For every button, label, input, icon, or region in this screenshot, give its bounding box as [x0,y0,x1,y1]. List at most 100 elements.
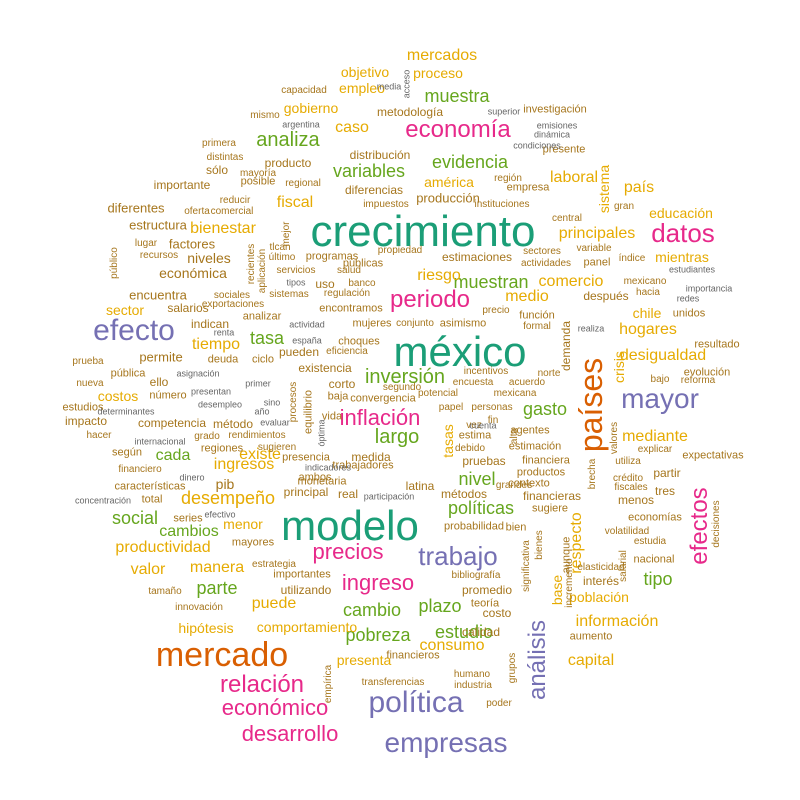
cloud-word: financiera [522,454,570,467]
cloud-word: servicios [276,265,316,276]
cloud-word: distintas [206,152,244,163]
cloud-word: exportaciones [201,299,265,310]
cloud-word: significativa [521,540,532,592]
cloud-word: parte [196,578,238,598]
cloud-word: riesgo [417,267,461,284]
cloud-word: sistema [596,164,612,214]
cloud-word: teoría [470,597,500,610]
cloud-word: medida [351,450,391,464]
cloud-word: bien [505,521,527,534]
cloud-word: mientras [655,249,709,265]
cloud-word: oferta [184,206,210,217]
cloud-word: estimación [508,440,562,453]
cloud-word: laboral [549,169,599,186]
cloud-word: existencia [298,361,352,375]
cloud-word: características [114,480,186,493]
cloud-word: política [368,686,464,719]
cloud-word: tasas [440,424,456,458]
cloud-word: concentración [74,495,132,506]
cloud-word: gasto [522,399,568,419]
cloud-word: cada [155,447,191,464]
cloud-word: financiero [118,464,162,475]
cloud-word: corto [328,377,356,391]
cloud-word: eficiencia [326,346,368,357]
cloud-word: pública [110,367,146,380]
cloud-word: trabajo [418,541,498,571]
cloud-word: analiza [256,129,320,151]
cloud-word: costos [97,388,139,404]
cloud-word: diferencias [344,183,404,197]
cloud-word: principal [283,485,329,499]
cloud-word: efectos [686,487,713,565]
cloud-word: tipo [643,569,673,589]
cloud-word: encontramos [319,302,383,315]
cloud-word: aumento [569,630,613,643]
cloud-word: banco [348,278,376,289]
cloud-word: dinero [179,472,205,483]
cloud-word: nueva [76,378,104,389]
cloud-word: mujeres [352,317,392,330]
cloud-word: información [575,613,659,630]
cloud-word: número [149,389,187,402]
cloud-word: regiones [200,442,244,455]
cloud-word: pruebas [462,454,506,468]
cloud-word: acceso [401,69,412,99]
cloud-word: calidad [461,625,501,639]
cloud-word: demanda [559,320,573,372]
cloud-word: método [212,417,254,431]
cloud-word: después [583,289,629,303]
cloud-word: lugar [134,238,158,249]
cloud-word: presencia [282,451,330,464]
cloud-word: expectativas [682,449,744,462]
cloud-word: óptima [316,419,327,447]
cloud-word: estima [458,429,492,442]
cloud-word: contexto [508,477,550,490]
cloud-word: social [111,508,159,528]
cloud-word: asignación [176,368,220,379]
cloud-word: factores [168,236,216,252]
cloud-word: grado [194,431,220,442]
cloud-word: económica [159,265,227,281]
cloud-word: salarial [618,550,629,582]
cloud-word: rendimientos [228,430,286,441]
cloud-word: elasticidad [577,562,625,573]
cloud-word: investigación [523,103,587,116]
cloud-word: fin [487,415,499,426]
cloud-word: diferentes [107,200,165,216]
cloud-word: capital [567,652,615,669]
cloud-word: regulación [323,288,371,299]
cloud-word: financieros [386,649,440,662]
cloud-word: valor [130,561,166,578]
cloud-word: asimismo [439,317,487,330]
cloud-word: evaluar [260,417,290,428]
cloud-word: emisiones [536,120,578,131]
cloud-word: fiscal [276,194,314,211]
cloud-word: personas [471,402,513,413]
cloud-word: empresa [506,181,550,194]
cloud-word: estrategia [252,559,296,570]
cloud-word: efectivo [204,509,236,520]
cloud-word: innovación [175,602,223,613]
cloud-word: hogares [619,321,677,338]
cloud-word: presenta [336,652,392,668]
cloud-word: ambos [298,471,332,484]
cloud-word: precios [312,539,384,564]
cloud-word: costo [482,606,512,620]
cloud-word: encuesta [452,377,494,388]
cloud-word: ingreso [341,570,415,595]
cloud-word: distribución [349,148,411,162]
cloud-word: vez [466,420,482,431]
cloud-word: procesos [288,381,299,423]
cloud-word: importantes [273,568,331,581]
cloud-word: bienestar [190,220,256,237]
cloud-word: cambios [159,523,219,540]
cloud-word: principales [558,225,636,242]
cloud-word: niveles [187,250,231,266]
cloud-word: estimaciones [441,250,513,264]
cloud-word: puede [251,595,297,612]
cloud-word: competencia [137,416,207,430]
cloud-word: público [109,247,120,279]
cloud-word: hacer [86,430,112,441]
cloud-word: bajo [650,374,670,385]
